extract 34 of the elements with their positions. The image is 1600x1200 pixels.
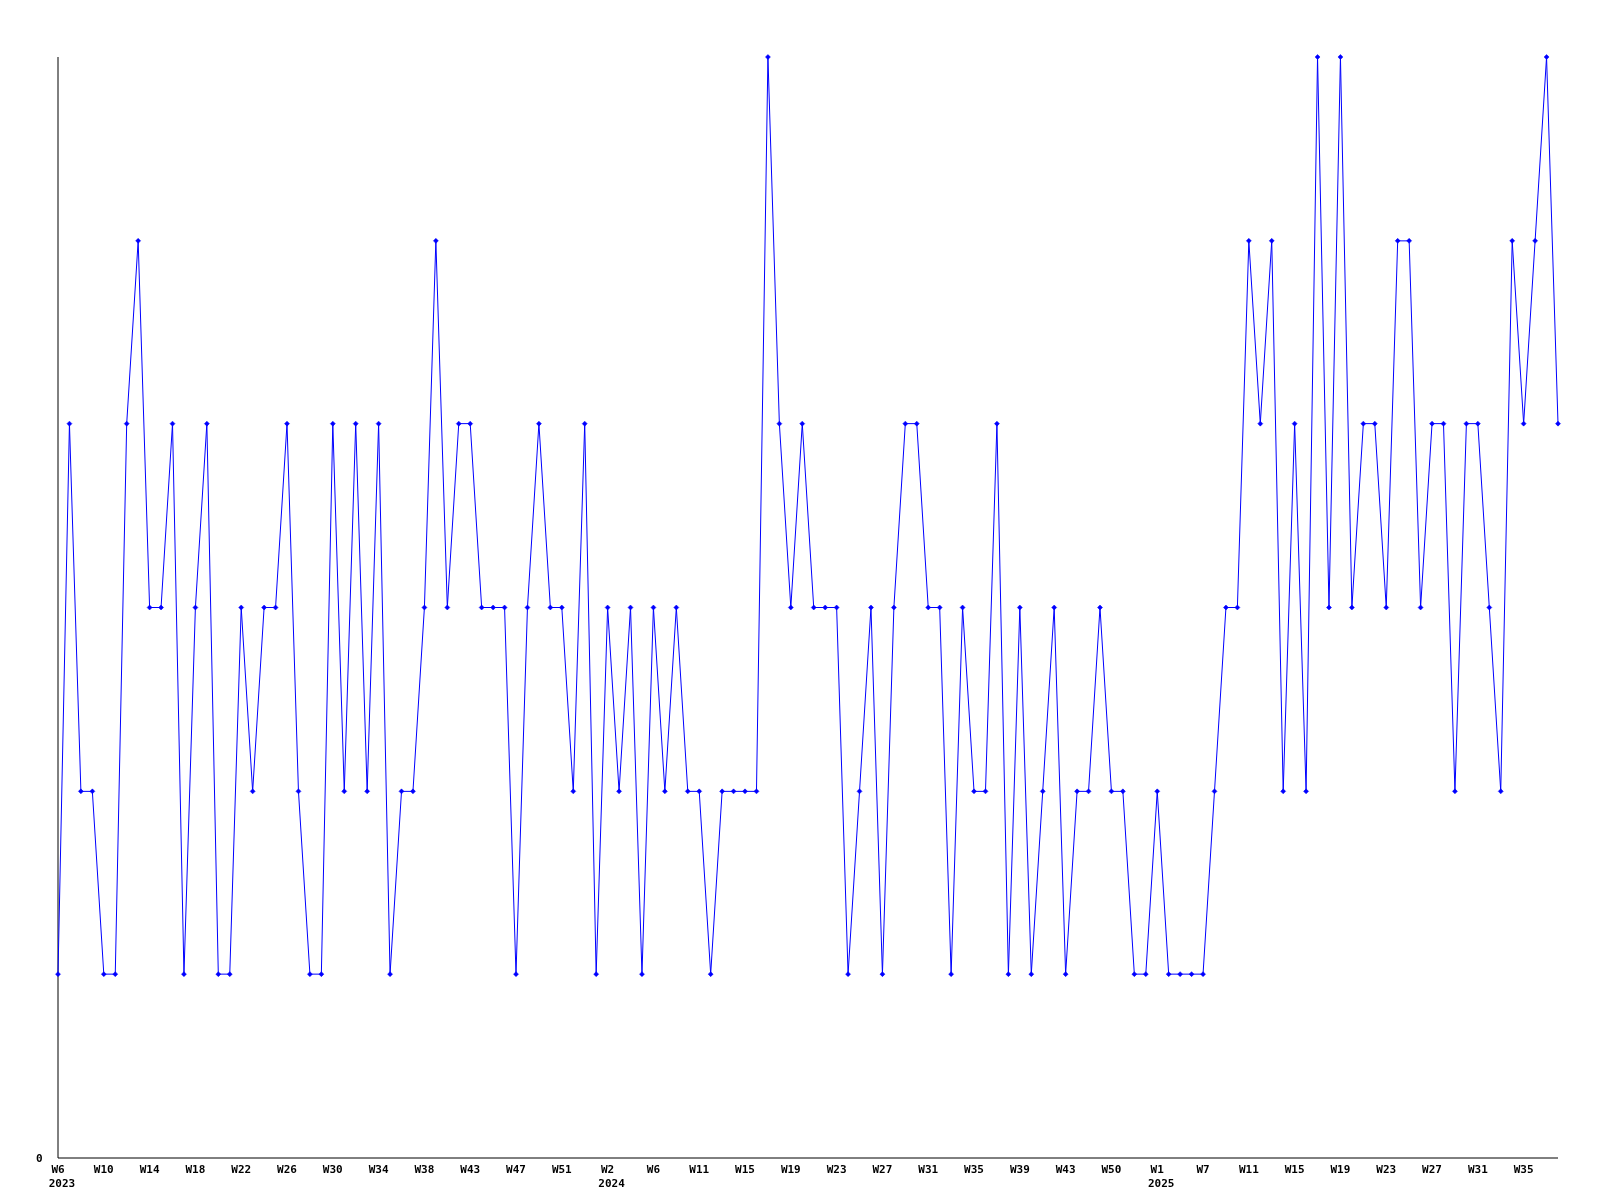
x-tick-label: W6 (646, 1163, 661, 1176)
x-tick-label: W2 2024 (598, 1163, 626, 1190)
x-tick-label: W35 (1513, 1163, 1534, 1176)
x-tick-label: W38 (414, 1163, 435, 1176)
x-tick-label: W11 (1238, 1163, 1260, 1176)
text: 0 (36, 1152, 43, 1165)
x-tick-label: W47 (506, 1163, 526, 1176)
x-tick-label: W34 (368, 1163, 389, 1176)
x-tick-label: W10 (93, 1163, 114, 1176)
x-tick-label: W43 (460, 1163, 481, 1176)
x-tick-label: W18 (185, 1163, 206, 1176)
x-tick-label: W1 2025 (1147, 1163, 1175, 1190)
x-tick-label: W11 (689, 1163, 710, 1176)
x-tick-label: W15 (1284, 1163, 1305, 1176)
x-tick-label: W31 (1467, 1163, 1489, 1176)
x-tick-label: W7 (1196, 1163, 1210, 1176)
x-tick-label: W6 2023 (48, 1163, 76, 1190)
x-tick-label: W39 (1009, 1163, 1030, 1176)
x-tick-label: W14 (139, 1163, 160, 1176)
x-tick-label: W50 (1101, 1163, 1122, 1176)
x-tick-label: W23 (826, 1163, 847, 1176)
x-tick-label: W43 (1055, 1163, 1076, 1176)
x-tick-label: W19 (780, 1163, 801, 1176)
x-tick-label: W22 (231, 1163, 252, 1176)
x-tick-label: W31 (918, 1163, 939, 1176)
x-tick-label: W27 (1422, 1163, 1442, 1176)
x-tick-label: W26 (277, 1163, 298, 1176)
x-tick-label: W30 (322, 1163, 343, 1176)
x-tick-label: W35 (964, 1163, 984, 1176)
x-tick-label: W23 (1376, 1163, 1397, 1176)
x-tick-label: W51 (551, 1163, 573, 1176)
x-tick-label: W27 (872, 1163, 893, 1176)
x-tick-label: W15 (735, 1163, 755, 1176)
x-tick-label: W19 (1330, 1163, 1351, 1176)
